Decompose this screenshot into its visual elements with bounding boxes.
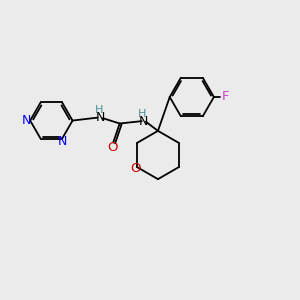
Text: N: N [22, 114, 31, 127]
Text: F: F [221, 91, 229, 103]
Text: H: H [138, 109, 146, 119]
Text: N: N [95, 111, 105, 124]
Text: O: O [130, 162, 141, 175]
Text: H: H [95, 105, 103, 115]
Text: N: N [139, 115, 148, 128]
Text: N: N [57, 135, 67, 148]
Text: O: O [107, 141, 118, 154]
